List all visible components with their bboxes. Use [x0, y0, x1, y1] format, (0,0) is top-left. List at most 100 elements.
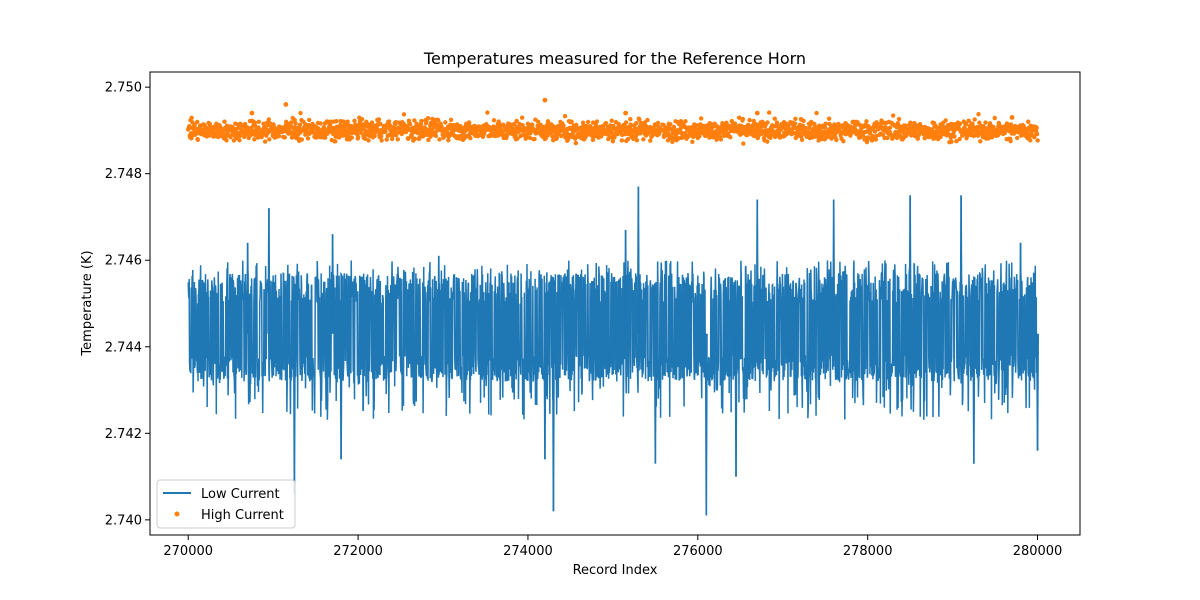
high-current-point [362, 124, 367, 129]
high-current-point [564, 130, 570, 136]
high-current-point [609, 118, 614, 123]
high-current-point [952, 134, 957, 139]
high-current-point [963, 121, 969, 126]
high-current-point [772, 116, 777, 121]
series-low-current-spike [1019, 242, 1023, 334]
high-current-point [519, 115, 525, 120]
high-current-point [983, 120, 988, 125]
high-current-point [1028, 138, 1033, 143]
high-current-point [812, 121, 817, 127]
high-current-point [316, 126, 321, 131]
high-current-point [792, 121, 798, 126]
y-axis: 2.740 2.742 2.744 2.746 2.748 2.750 [105, 81, 150, 528]
high-current-point [590, 120, 596, 125]
high-current-point [437, 137, 442, 142]
high-current-point [352, 118, 357, 124]
high-current-point [972, 117, 977, 122]
high-current-point [903, 123, 908, 128]
high-current-point [412, 118, 417, 123]
series-low-current-spike [268, 208, 271, 334]
high-current-point [318, 121, 323, 126]
high-current-point [195, 119, 200, 125]
high-current-point [297, 122, 303, 128]
high-current-point [840, 123, 846, 129]
series-low-current-spike [293, 333, 296, 494]
high-current-point [641, 137, 646, 142]
high-current-point [991, 124, 996, 130]
x-tick-label: 270000 [163, 544, 213, 559]
high-current-point [668, 122, 673, 127]
high-current-point [619, 138, 625, 143]
high-current-point [554, 135, 560, 140]
series-low-current-spike [246, 242, 250, 334]
high-current-point [485, 110, 490, 115]
high-current-point [548, 130, 554, 135]
high-current-point [282, 135, 287, 140]
high-current-point [345, 119, 350, 124]
high-current-point [359, 117, 365, 122]
high-current-point [590, 137, 596, 143]
high-current-point [697, 134, 702, 139]
high-current-point [529, 122, 535, 127]
high-current-point [874, 120, 879, 125]
legend-box [156, 479, 296, 529]
high-current-point [448, 117, 454, 123]
high-current-point [943, 118, 948, 123]
high-current-outlier [283, 102, 289, 107]
high-current-point [922, 135, 927, 141]
high-current-point [372, 133, 377, 139]
series-low-current-spike [637, 186, 640, 334]
high-current-point [491, 118, 497, 123]
high-current-point [412, 136, 418, 141]
high-current-point [1034, 125, 1039, 130]
high-current-point [637, 117, 642, 122]
high-current-point [395, 137, 400, 142]
high-current-point [237, 133, 243, 139]
high-current-point [1034, 131, 1040, 137]
high-current-point [648, 138, 653, 143]
high-current-point [383, 129, 388, 135]
high-current-point [1008, 138, 1013, 144]
high-current-point [443, 120, 448, 125]
x-tick-label: 274000 [503, 544, 553, 559]
high-current-point [189, 115, 194, 121]
high-current-point [573, 140, 579, 146]
legend-low-current-label: Low Current [201, 487, 280, 502]
high-current-point [729, 118, 734, 124]
high-current-point [223, 133, 229, 139]
high-current-point [751, 118, 756, 124]
high-current-point [513, 132, 518, 137]
high-current-point [594, 119, 600, 124]
high-current-point [561, 123, 566, 128]
high-current-point [765, 139, 770, 144]
x-tick-label: 278000 [843, 544, 893, 559]
series-low-current-spike [552, 333, 555, 512]
high-current-point [683, 119, 688, 124]
high-current-point [407, 122, 413, 127]
legend-high-current-swatch [174, 511, 180, 517]
high-current-point [262, 139, 268, 144]
high-current-point [1008, 122, 1014, 127]
high-current-point [869, 138, 875, 143]
high-current-point [236, 125, 241, 131]
high-current-point [441, 135, 446, 140]
high-current-point [885, 135, 890, 141]
high-current-point [303, 122, 308, 127]
high-current-point [585, 119, 591, 125]
high-current-point [800, 123, 806, 128]
high-current-point [425, 115, 431, 121]
high-current-outlier [754, 110, 760, 116]
series-low-current-spike [909, 195, 912, 334]
high-current-point [671, 124, 677, 130]
high-current-point [978, 139, 983, 144]
x-axis-label: Record Index [573, 563, 658, 578]
high-current-point [256, 125, 261, 130]
high-current-point [379, 138, 384, 143]
high-current-point [736, 115, 742, 120]
high-current-point [366, 138, 371, 143]
high-current-point [728, 135, 733, 140]
x-tick-label: 276000 [673, 544, 723, 559]
high-current-point [628, 117, 633, 122]
high-current-point [610, 139, 616, 144]
series-low-current-spike [437, 255, 441, 334]
